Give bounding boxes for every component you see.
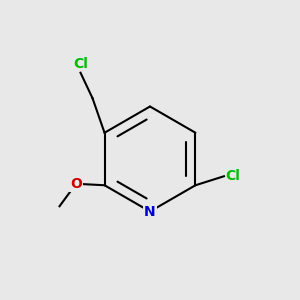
Text: Cl: Cl (73, 57, 88, 71)
Text: N: N (144, 205, 156, 218)
Text: O: O (70, 177, 82, 191)
Text: Cl: Cl (226, 169, 240, 183)
